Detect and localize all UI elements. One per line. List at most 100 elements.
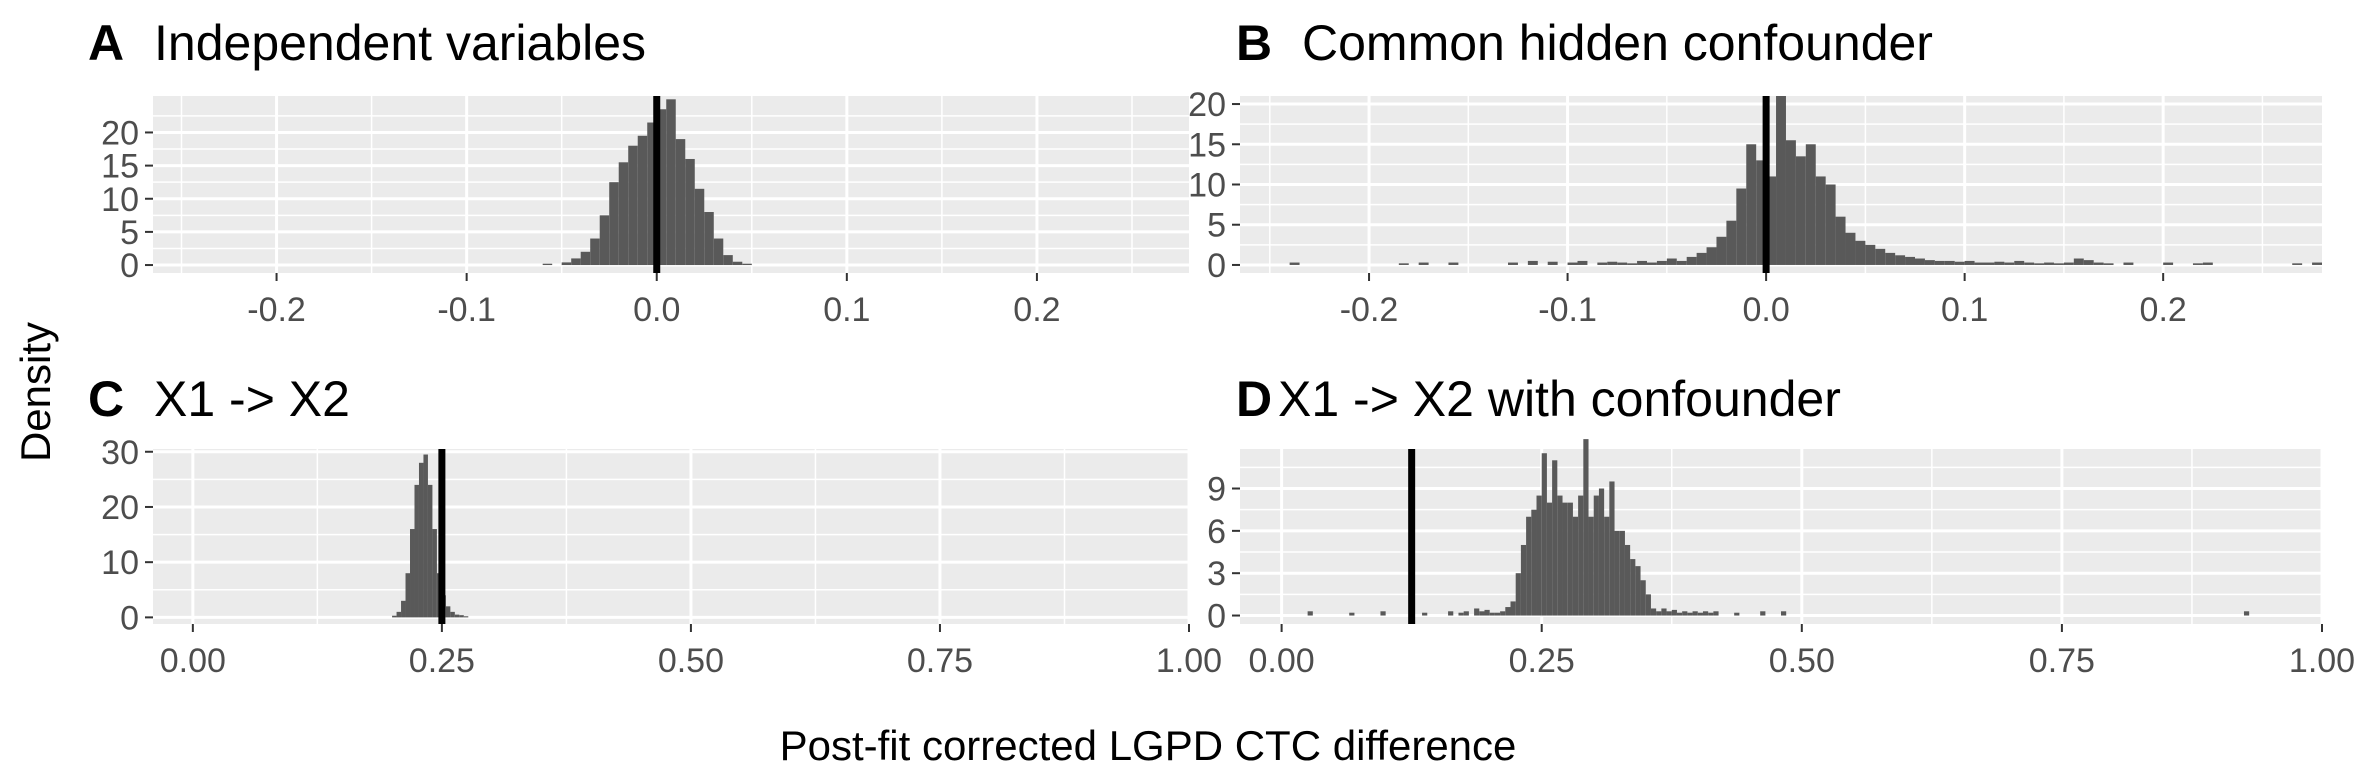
histogram-bar — [1494, 612, 1501, 616]
histogram-bar — [423, 454, 428, 618]
histogram-bar — [1666, 258, 1677, 265]
histogram-bar — [1572, 516, 1579, 616]
histogram-bar — [1915, 258, 1925, 265]
panel-tag: D — [1236, 371, 1272, 427]
histogram-bar — [1845, 232, 1856, 265]
histogram-bar — [1706, 247, 1717, 265]
x-tick-label: 0.25 — [1509, 642, 1575, 680]
histogram-bar — [1682, 611, 1688, 616]
histogram-bar — [1609, 481, 1615, 616]
histogram-bar — [1515, 573, 1521, 616]
histogram-bar — [1954, 261, 1965, 265]
x-tick-label: 0.50 — [658, 642, 724, 680]
x-tick-label: 0.0 — [633, 291, 680, 329]
histogram-bar — [1567, 262, 1578, 265]
histogram-bar — [1716, 236, 1727, 265]
histogram-bar — [454, 614, 460, 618]
x-tick-label: 1.00 — [2289, 642, 2355, 680]
panel-c: C X1 -> X2 0 10 20 30 0.00 0.25 0.50 0.75 1.00 — [88, 371, 1222, 680]
histogram-bar — [2192, 263, 2203, 265]
histogram-bar — [1760, 611, 1766, 616]
histogram-bar — [1547, 261, 1558, 265]
histogram-bar — [1418, 262, 1429, 265]
histogram-bar — [1676, 260, 1687, 265]
histogram-bar — [1552, 460, 1558, 616]
histogram-bar — [410, 529, 415, 618]
histogram-bar — [590, 238, 600, 266]
x-tick-label: 0.75 — [2029, 642, 2095, 680]
bars — [392, 454, 469, 618]
histogram-bar — [1508, 262, 1518, 265]
histogram-bar — [1746, 144, 1757, 265]
x-tick-label: 1.00 — [1156, 642, 1222, 680]
histogram-bar — [1562, 502, 1568, 616]
y-tick-label: 10 — [1188, 167, 1226, 205]
histogram-bar — [675, 139, 686, 266]
histogram-bar — [1505, 607, 1511, 616]
histogram-bar — [1307, 611, 1313, 616]
histogram-bar — [1380, 611, 1386, 616]
histogram-bar — [1885, 252, 1896, 265]
histogram-bar — [1536, 495, 1542, 616]
x-tick-label: -0.2 — [247, 291, 306, 329]
y-tick-label: 20 — [101, 114, 139, 152]
histogram-bar — [418, 462, 424, 618]
x-tick-label: -0.1 — [437, 291, 496, 329]
panel-title: Independent variables — [154, 15, 646, 71]
bars — [1289, 96, 2322, 265]
histogram-bar — [1588, 516, 1594, 616]
histogram-bar — [1597, 262, 1608, 265]
histogram-bar — [1661, 608, 1667, 616]
histogram-bar — [599, 215, 610, 266]
histogram-bar — [1349, 612, 1355, 616]
histogram-bar — [1686, 256, 1697, 265]
histogram-bar — [2063, 262, 2074, 265]
histogram-bar — [1756, 160, 1767, 265]
histogram-bar — [732, 261, 743, 266]
y-tick-label: 0 — [1207, 598, 1226, 636]
histogram-bar — [1527, 260, 1538, 265]
y-tick-label: 15 — [1188, 126, 1226, 164]
x-tick-label: 0.75 — [907, 642, 973, 680]
histogram-bar — [628, 145, 638, 266]
panel-d: D X1 -> X2 with confounder 0 3 6 9 0.00 0.25 0.5… — [1207, 371, 2355, 680]
histogram-bar — [1520, 544, 1527, 616]
histogram-bar — [561, 262, 572, 266]
histogram-bar — [1656, 260, 1667, 265]
histogram-bar — [1815, 176, 1826, 265]
histogram-bar — [1984, 262, 1995, 265]
histogram-bar — [1422, 612, 1428, 616]
histogram-bar — [463, 616, 469, 618]
histogram-bar — [1825, 184, 1836, 265]
histogram-bar — [1666, 611, 1672, 616]
y-tick-label: 9 — [1207, 471, 1226, 509]
histogram-bar — [2053, 263, 2064, 265]
x-tick-label: -0.2 — [1340, 291, 1399, 329]
histogram-bar — [1696, 252, 1707, 265]
histogram-bar — [1630, 559, 1636, 616]
panel-title: Common hidden confounder — [1302, 15, 1933, 71]
panel-tag: B — [1236, 15, 1272, 71]
histogram-bar — [1546, 502, 1553, 616]
histogram-bar — [2014, 260, 2025, 265]
y-tick-label: 5 — [1207, 207, 1226, 245]
histogram-bar — [1479, 611, 1485, 616]
histogram-bar — [1614, 530, 1620, 616]
x-tick-label: 0.1 — [823, 291, 870, 329]
histogram-bar — [432, 529, 437, 618]
histogram-bar — [2083, 260, 2094, 265]
histogram-bar — [401, 600, 406, 618]
histogram-bar — [1640, 580, 1646, 616]
panel-tag: A — [88, 15, 124, 71]
histogram-bar — [1692, 611, 1698, 616]
histogram-bar — [1776, 96, 1786, 265]
histogram-bar — [2312, 262, 2322, 265]
histogram-bar — [1676, 612, 1683, 616]
histogram-bar — [2243, 611, 2250, 616]
histogram-bar — [1805, 144, 1816, 265]
histogram-bar — [1974, 262, 1985, 265]
x-tick-label: 0.00 — [160, 642, 226, 680]
histogram-bar — [1708, 612, 1714, 616]
histogram-bar — [2024, 262, 2035, 265]
